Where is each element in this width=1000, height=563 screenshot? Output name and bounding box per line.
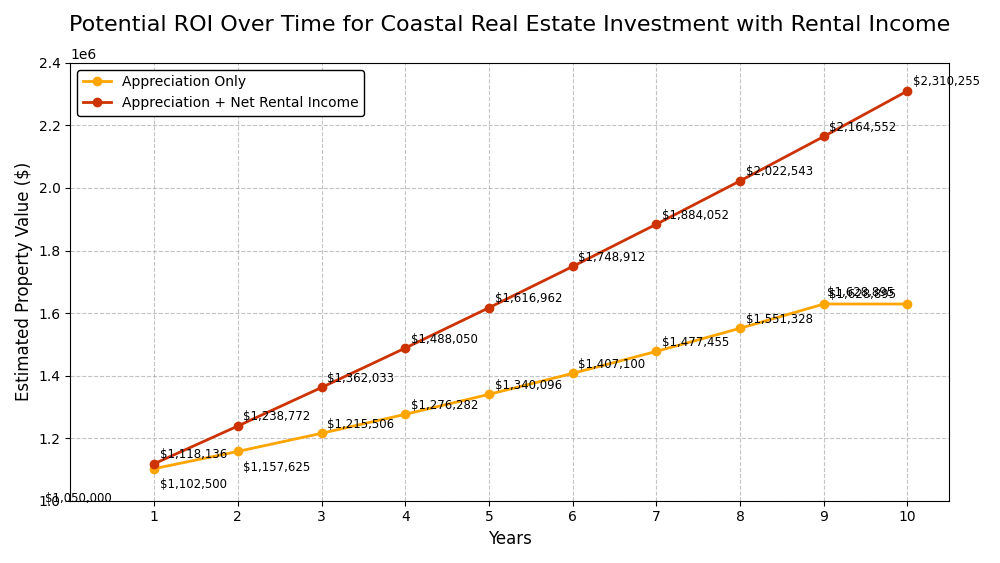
Appreciation Only bbox=[901, 301, 913, 307]
Text: $1,748,912: $1,748,912 bbox=[578, 251, 646, 264]
Text: $2,164,552: $2,164,552 bbox=[829, 121, 897, 134]
Appreciation + Net Rental Income bbox=[734, 177, 746, 184]
Y-axis label: Estimated Property Value ($): Estimated Property Value ($) bbox=[15, 162, 33, 401]
Appreciation + Net Rental Income bbox=[232, 423, 244, 430]
Title: Potential ROI Over Time for Coastal Real Estate Investment with Rental Income: Potential ROI Over Time for Coastal Real… bbox=[69, 15, 951, 35]
Text: $1,102,500: $1,102,500 bbox=[160, 478, 227, 491]
Text: $1,616,962: $1,616,962 bbox=[495, 292, 562, 305]
Appreciation + Net Rental Income bbox=[483, 305, 495, 311]
Appreciation Only bbox=[567, 370, 579, 377]
Text: $1,276,282: $1,276,282 bbox=[411, 399, 478, 412]
Text: $1,628,895: $1,628,895 bbox=[827, 285, 894, 299]
Text: $1,362,033: $1,362,033 bbox=[327, 372, 394, 385]
Text: $1,551,328: $1,551,328 bbox=[746, 312, 813, 326]
Text: $1,628,895: $1,628,895 bbox=[829, 288, 896, 301]
Text: $1,407,100: $1,407,100 bbox=[578, 358, 645, 371]
Appreciation Only bbox=[483, 391, 495, 397]
Appreciation Only bbox=[650, 348, 662, 355]
Text: $1,050,000: $1,050,000 bbox=[45, 491, 112, 505]
Appreciation Only bbox=[399, 411, 411, 418]
Appreciation Only bbox=[148, 465, 160, 472]
Line: Appreciation + Net Rental Income: Appreciation + Net Rental Income bbox=[150, 87, 912, 468]
Line: Appreciation Only: Appreciation Only bbox=[150, 300, 912, 473]
Text: $2,022,543: $2,022,543 bbox=[746, 166, 813, 178]
Text: $1,215,506: $1,215,506 bbox=[327, 418, 394, 431]
Text: $1,477,455: $1,477,455 bbox=[662, 336, 729, 349]
Text: $1,157,625: $1,157,625 bbox=[243, 461, 311, 474]
Appreciation Only bbox=[818, 301, 830, 307]
Text: $1,118,136: $1,118,136 bbox=[160, 448, 227, 461]
Text: $1,340,096: $1,340,096 bbox=[495, 379, 562, 392]
Appreciation + Net Rental Income bbox=[901, 87, 913, 94]
Appreciation + Net Rental Income bbox=[148, 461, 160, 467]
Appreciation Only bbox=[232, 448, 244, 455]
Appreciation Only bbox=[316, 430, 328, 437]
Text: $2,310,255: $2,310,255 bbox=[913, 75, 980, 88]
Text: $1,238,772: $1,238,772 bbox=[243, 410, 311, 423]
Appreciation Only bbox=[734, 325, 746, 332]
Appreciation + Net Rental Income bbox=[316, 384, 328, 391]
Appreciation + Net Rental Income bbox=[818, 133, 830, 140]
Text: $1,488,050: $1,488,050 bbox=[411, 333, 478, 346]
Legend: Appreciation Only, Appreciation + Net Rental Income: Appreciation Only, Appreciation + Net Re… bbox=[77, 70, 364, 116]
Appreciation + Net Rental Income bbox=[567, 263, 579, 270]
Appreciation + Net Rental Income bbox=[650, 221, 662, 227]
Text: $1,884,052: $1,884,052 bbox=[662, 209, 729, 222]
X-axis label: Years: Years bbox=[488, 530, 532, 548]
Appreciation + Net Rental Income bbox=[399, 345, 411, 351]
